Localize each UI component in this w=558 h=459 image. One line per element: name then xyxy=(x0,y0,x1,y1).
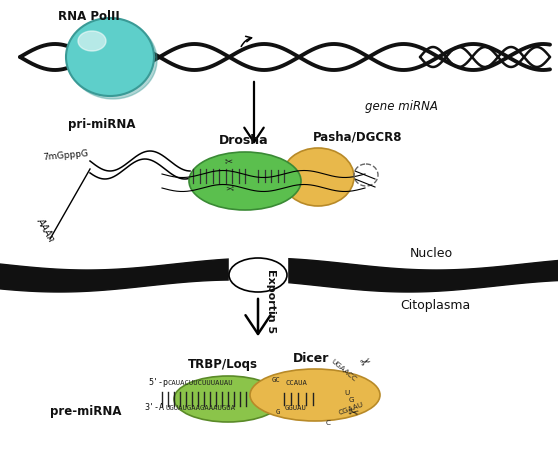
Text: Pasha/DGCR8: Pasha/DGCR8 xyxy=(313,130,402,143)
Ellipse shape xyxy=(66,19,154,97)
Text: 5'-p: 5'-p xyxy=(148,377,168,386)
Text: UGUAUGAAGAAAUGUA: UGUAUGAAGAAAUGUA xyxy=(165,404,235,410)
Text: Citoplasma: Citoplasma xyxy=(400,298,470,311)
Text: Nucleo: Nucleo xyxy=(410,246,453,259)
Text: G: G xyxy=(276,408,280,414)
Ellipse shape xyxy=(78,32,106,52)
Text: 7mGpppG: 7mGpppG xyxy=(42,149,88,162)
Text: Exportin 5: Exportin 5 xyxy=(266,269,276,332)
Text: pri-miRNA: pri-miRNA xyxy=(68,118,136,131)
Ellipse shape xyxy=(174,376,282,422)
Text: CCAUA: CCAUA xyxy=(286,379,308,385)
Ellipse shape xyxy=(189,153,301,211)
Ellipse shape xyxy=(69,22,157,100)
Text: G: G xyxy=(349,396,355,402)
Text: TRBP/Loqs: TRBP/Loqs xyxy=(188,357,258,370)
Text: ✂: ✂ xyxy=(225,156,233,166)
Ellipse shape xyxy=(250,369,380,421)
Text: pre-miRNA: pre-miRNA xyxy=(50,404,122,417)
Text: 3'-A: 3'-A xyxy=(144,402,164,411)
Text: AAAn: AAAn xyxy=(35,216,57,243)
Ellipse shape xyxy=(229,258,287,292)
Text: Dicer: Dicer xyxy=(293,351,329,364)
Text: C: C xyxy=(326,419,331,425)
Text: GGUAU: GGUAU xyxy=(285,404,307,410)
Text: gene miRNA: gene miRNA xyxy=(365,100,438,113)
Text: GC: GC xyxy=(272,376,281,382)
Text: Drosha: Drosha xyxy=(219,134,268,147)
Text: ✂: ✂ xyxy=(347,405,359,420)
Text: ✂: ✂ xyxy=(359,354,373,370)
Text: CAUACUUCUUUAUAU: CAUACUUCUUUAUAU xyxy=(168,379,234,385)
Text: RNA PolII: RNA PolII xyxy=(58,10,120,23)
Text: CGAAU: CGAAU xyxy=(338,401,364,415)
Text: UGAACC: UGAACC xyxy=(330,358,358,382)
Text: ✂: ✂ xyxy=(225,182,233,191)
Text: U: U xyxy=(344,389,349,395)
Ellipse shape xyxy=(282,149,354,207)
